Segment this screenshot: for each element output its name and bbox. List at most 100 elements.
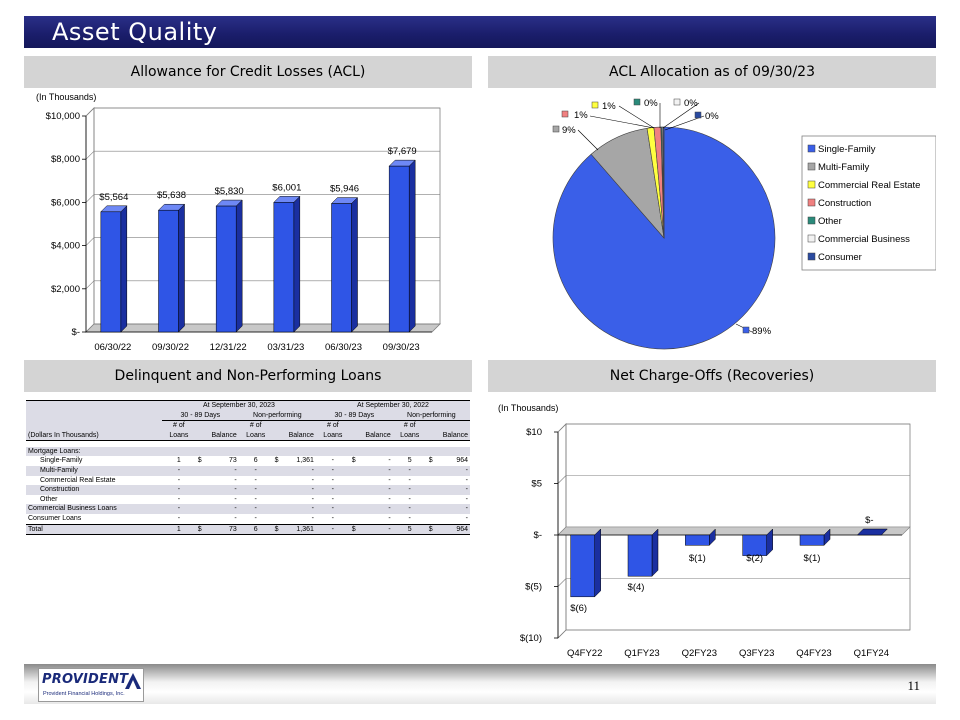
acl-y-tick-label: $4,000 xyxy=(51,241,80,252)
logo-name: PROVIDENT xyxy=(42,672,129,687)
table-cell: - xyxy=(238,504,273,515)
row-label: Single-Family xyxy=(40,457,83,465)
table-cell xyxy=(195,504,214,515)
legend-entry: Single-Family xyxy=(818,144,876,155)
table-cell: - xyxy=(254,495,257,503)
table-row: Commercial Business Loans - - - - - - - - xyxy=(26,504,470,515)
col-header: Balance xyxy=(426,430,470,442)
legend-entry: Commercial Real Estate xyxy=(818,180,920,191)
table-cell: - xyxy=(331,476,335,484)
table-cell: - xyxy=(213,485,239,495)
table-cell: $ xyxy=(197,457,202,465)
nco-x-tick-label: Q4FY22 xyxy=(567,648,602,659)
table-cell: - xyxy=(315,466,350,476)
nco-x-tick-label: Q1FY24 xyxy=(854,648,889,659)
table-cell: - xyxy=(373,466,393,476)
table-cell: - xyxy=(161,466,196,476)
table-cell: $ xyxy=(428,457,433,465)
pie-slice-label: 1% xyxy=(602,101,616,112)
table-cell: - xyxy=(284,485,316,495)
pie-slice-label: 0% xyxy=(705,111,719,122)
acl-y-tick-label: $2,000 xyxy=(51,284,80,295)
acl-bar xyxy=(273,195,301,333)
row-label: Total xyxy=(26,523,162,536)
table-cell: 6 xyxy=(253,457,258,465)
nco-bar xyxy=(742,528,773,557)
acl-x-tick-label: 03/31/23 xyxy=(267,342,304,353)
acl-x-tick-label: 09/30/23 xyxy=(383,342,420,353)
legend-entry: Consumer xyxy=(818,252,862,263)
nco-bar xyxy=(856,528,888,536)
table-cell: - xyxy=(254,476,257,484)
net-chargeoffs-bar-chart: (In Thousands) $(10) $(5) $- $5 $10 $(6) Q4FY2… xyxy=(498,403,911,659)
page-number: 11 xyxy=(907,678,920,693)
col-header: Loans xyxy=(238,430,273,442)
chargeoffs-section-header: Net Charge-Offs (Recoveries) xyxy=(488,360,936,392)
table-cell: - xyxy=(408,515,411,523)
table-cell: 6 xyxy=(238,523,273,536)
acl-data-label: $5,946 xyxy=(330,184,359,195)
table-cell: - xyxy=(284,466,316,476)
table-cell: $ xyxy=(274,457,279,465)
logo-subtitle: Provident Financial Holdings, Inc. xyxy=(43,691,125,697)
table-cell xyxy=(272,485,285,495)
table-cell xyxy=(196,476,213,486)
legend-entry: Commercial Business xyxy=(818,234,910,245)
footer-bar xyxy=(24,664,936,704)
table-cell: - xyxy=(441,504,470,515)
table-cell: - xyxy=(392,504,427,515)
table-cell: - xyxy=(373,504,393,515)
legend-swatch xyxy=(807,162,816,171)
mortgage-label: Mortgage Loans: xyxy=(26,446,162,457)
acl-bar xyxy=(157,203,186,333)
table-sub-header: 30 - 89 Days xyxy=(315,410,393,422)
table-cell: - xyxy=(315,523,350,536)
table-cell: - xyxy=(373,485,393,495)
legend-entry: Multi-Family xyxy=(818,162,869,173)
acl-data-label: $7,679 xyxy=(388,146,417,157)
acl-data-label: $5,638 xyxy=(157,190,186,201)
table-cell xyxy=(427,514,441,524)
acl-allocation-pie-chart: 89% 9% 1% 1% 0% 0% 0% Single-Family Multi-Family… xyxy=(552,98,936,350)
table-cell: - xyxy=(177,515,181,523)
acl-x-tick-label: 06/30/23 xyxy=(325,342,362,353)
table-cell: - xyxy=(161,485,196,495)
table-cell: - xyxy=(388,476,391,484)
col-header: Loans xyxy=(315,430,350,442)
acl-x-tick-label: 06/30/22 xyxy=(94,342,131,353)
table-cell: 1,361 xyxy=(284,523,316,536)
pie-slice-label: 89% xyxy=(752,326,772,337)
table-cell: - xyxy=(465,515,468,523)
acl-y-tick-label: $6,000 xyxy=(51,197,80,208)
table-cell xyxy=(195,485,214,495)
nco-x-tick-label: Q4FY23 xyxy=(796,648,831,659)
legend-entry: Other xyxy=(818,216,842,227)
table-cell: - xyxy=(161,504,196,515)
table-cell xyxy=(426,485,442,495)
acl-data-label: $5,564 xyxy=(99,192,128,203)
table-cell: - xyxy=(408,495,411,503)
acl-y-tick-label: $- xyxy=(72,327,80,338)
acl-y-tick-label: $8,000 xyxy=(51,154,80,165)
table-cell: - xyxy=(213,504,239,515)
nco-bar xyxy=(627,528,659,577)
nco-x-tick-label: Q1FY23 xyxy=(624,648,659,659)
acl-bar xyxy=(388,159,416,333)
table-cell: - xyxy=(388,457,391,465)
table-cell: - xyxy=(441,485,470,495)
table-cell: - xyxy=(465,476,468,484)
table-cell xyxy=(196,514,213,524)
row-label: Other xyxy=(40,495,58,503)
table-row: Single-Family 1 $73 6 $1,361 - $ - 5 $964 xyxy=(26,456,470,466)
table-cell: $ xyxy=(272,523,285,536)
legend-swatch xyxy=(807,216,816,225)
pie-slice-label: 0% xyxy=(644,98,658,109)
col-header: # of xyxy=(238,420,273,431)
legend-swatch xyxy=(807,252,816,261)
table-cell xyxy=(426,504,442,515)
pie-slice-label: 1% xyxy=(574,110,588,121)
delinquent-section-header: Delinquent and Non-Performing Loans xyxy=(24,360,472,392)
acl-bar xyxy=(330,196,359,333)
nco-data-label: $(6) xyxy=(570,603,587,614)
legend-swatch xyxy=(807,198,816,207)
